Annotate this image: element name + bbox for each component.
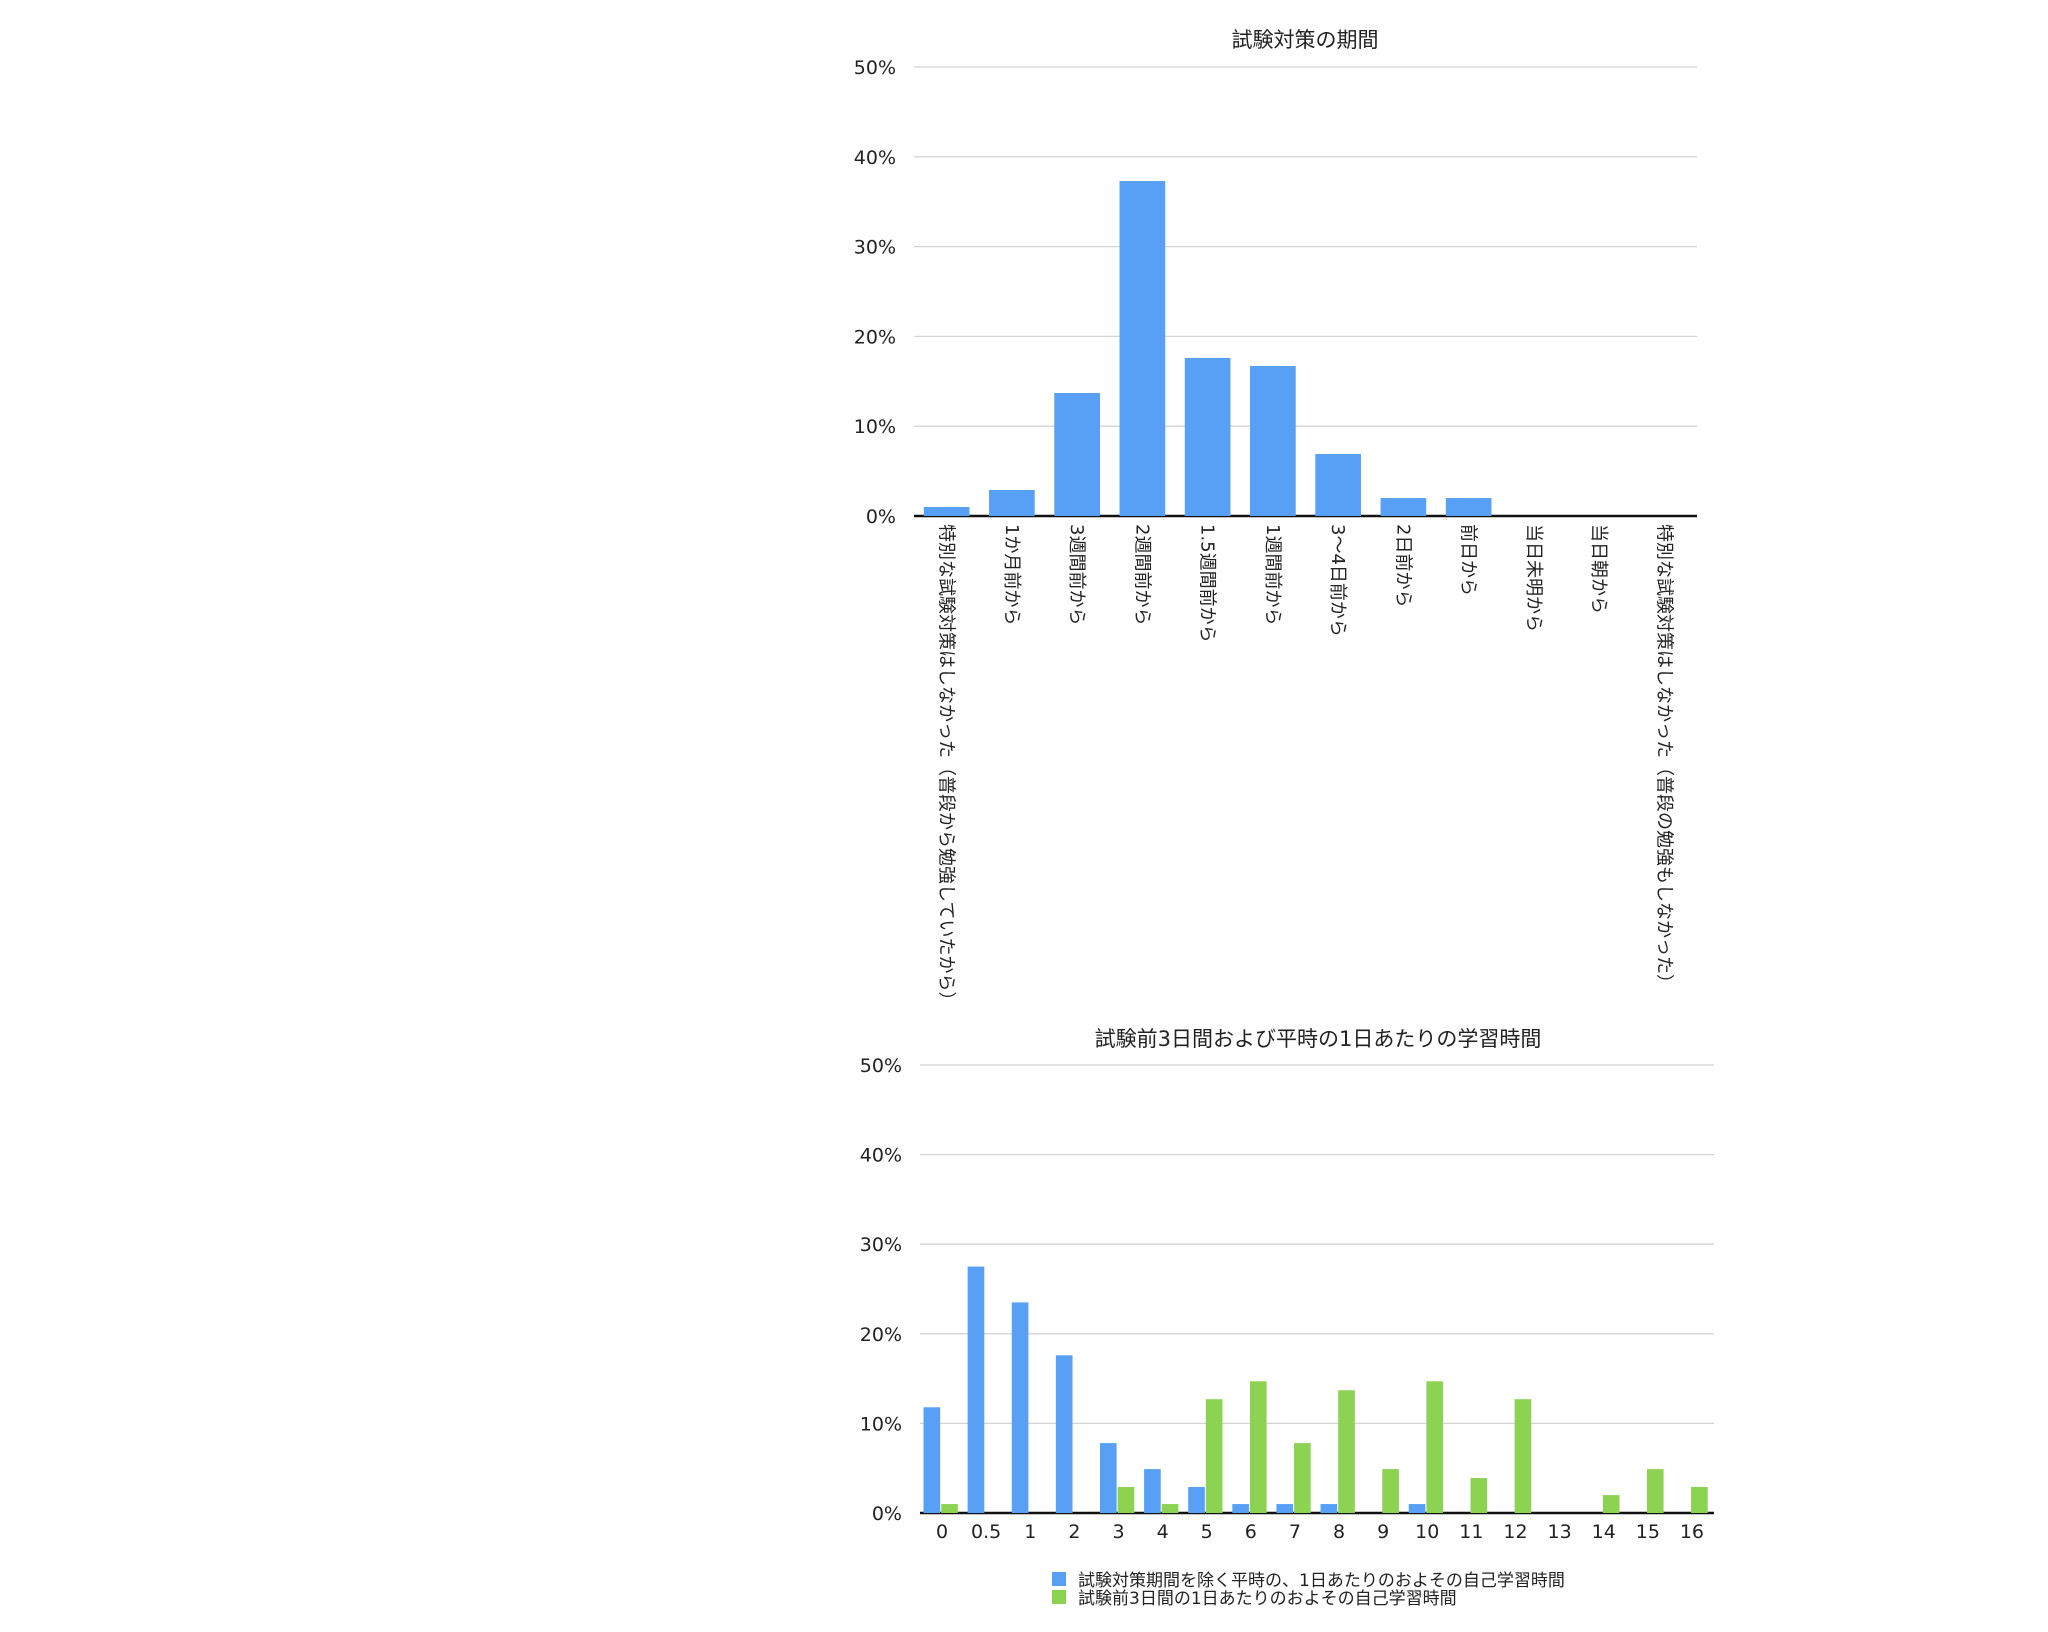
bar-weekday xyxy=(923,1407,941,1513)
x-tick-label: 2 xyxy=(1068,1521,1080,1543)
bar-pre-exam xyxy=(1205,1399,1223,1513)
x-tick-label: 15 xyxy=(1636,1521,1660,1543)
y-tick-label: 10% xyxy=(860,1413,902,1435)
y-tick-label: 50% xyxy=(860,1055,902,1077)
legend-swatch-weekday xyxy=(1052,1572,1066,1586)
x-category-label: 当日未明から xyxy=(1523,524,1544,632)
x-category-label: 2週間前から xyxy=(1131,524,1152,625)
bar-pre-exam xyxy=(1602,1495,1620,1513)
bar-weekday xyxy=(1011,1302,1029,1513)
bar xyxy=(1250,366,1296,516)
y-tick-label: 20% xyxy=(860,1324,902,1346)
y-tick-label: 30% xyxy=(854,237,896,259)
chart-title: 試験対策の期間 xyxy=(1232,28,1379,52)
bar xyxy=(1054,392,1100,516)
x-tick-label: 6 xyxy=(1245,1521,1257,1543)
x-tick-label: 1 xyxy=(1024,1521,1036,1543)
bar-weekday xyxy=(1144,1469,1161,1513)
bar-weekday xyxy=(1276,1504,1294,1513)
bar-weekday xyxy=(1099,1443,1117,1513)
x-tick-label: 4 xyxy=(1157,1521,1169,1543)
bar xyxy=(1380,498,1427,516)
x-category-label: 特別な試験対策はしなかった（普段の勉強もしなかった） xyxy=(1653,524,1674,992)
y-tick-label: 0% xyxy=(872,1503,902,1525)
y-tick-label: 0% xyxy=(866,506,896,528)
x-category-label: 2日前から xyxy=(1392,524,1413,607)
x-tick-label: 13 xyxy=(1548,1521,1572,1543)
y-tick-label: 50% xyxy=(854,57,896,79)
bar xyxy=(989,489,1035,516)
bar-pre-exam xyxy=(1470,1478,1488,1513)
legend-label-pre-exam: 試験前3日間の1日あたりのおよその自己学習時間 xyxy=(1078,1589,1457,1609)
bar-pre-exam xyxy=(1382,1469,1399,1513)
x-tick-label: 7 xyxy=(1289,1521,1301,1543)
chart-exam-prep-period: 試験対策の期間 0% 10% 20% 30% 40% 50% 特別な試験対策はしなかった（… xyxy=(854,28,1697,1009)
bar-weekday xyxy=(1408,1504,1426,1513)
legend-label-weekday: 試験対策期間を除く平時の、1日あたりのおよその自己学習時間 xyxy=(1078,1571,1565,1591)
legend-swatch-pre-exam xyxy=(1052,1590,1066,1604)
bar-pre-exam xyxy=(1514,1399,1532,1513)
x-tick-label: 12 xyxy=(1503,1521,1527,1543)
x-tick-label: 11 xyxy=(1459,1521,1483,1543)
y-tick-label: 40% xyxy=(854,147,896,169)
x-category-label: 1.5週間前から xyxy=(1197,524,1218,643)
x-category-label: 3週間前から xyxy=(1066,524,1087,625)
x-category-label: 特別な試験対策はしなかった（普段から勉強していたから） xyxy=(936,524,957,1009)
bar xyxy=(1184,357,1231,516)
x-category-label: 1か月前から xyxy=(1001,524,1022,625)
x-tick-label: 0.5 xyxy=(971,1521,1001,1543)
y-tick-label: 10% xyxy=(854,416,896,438)
x-tick-label: 5 xyxy=(1201,1521,1213,1543)
bar-pre-exam xyxy=(1691,1487,1708,1513)
x-category-label: 当日朝から xyxy=(1588,524,1609,614)
bar xyxy=(1315,454,1361,516)
bar xyxy=(1445,498,1492,516)
x-category-label: 1週間前から xyxy=(1262,524,1283,625)
bar xyxy=(923,507,970,516)
bar-pre-exam xyxy=(1161,1504,1179,1513)
chart-title: 試験前3日間および平時の1日あたりの学習時間 xyxy=(1095,1027,1542,1051)
bar-weekday xyxy=(967,1266,985,1513)
x-category-label: 前日から xyxy=(1458,524,1479,596)
x-tick-label: 8 xyxy=(1333,1521,1345,1543)
y-tick-label: 20% xyxy=(854,326,896,348)
y-tick-label: 30% xyxy=(860,1234,902,1256)
x-tick-label: 10 xyxy=(1415,1521,1439,1543)
bar-pre-exam xyxy=(1117,1487,1135,1513)
x-tick-label: 0 xyxy=(936,1521,948,1543)
legend: 試験対策期間を除く平時の、1日あたりのおよその自己学習時間 試験前3日間の1日あ… xyxy=(1052,1571,1565,1609)
bar-pre-exam xyxy=(941,1504,958,1513)
bar-weekday xyxy=(1232,1504,1249,1513)
bar-pre-exam xyxy=(1249,1381,1267,1513)
bar-pre-exam xyxy=(1646,1469,1664,1513)
x-tick-label: 16 xyxy=(1680,1521,1704,1543)
bar-weekday xyxy=(1188,1487,1205,1513)
chart-study-hours: 試験前3日間および平時の1日あたりの学習時間 0% 10% 20% 30% 40% 50%… xyxy=(860,1027,1714,1609)
y-tick-label: 40% xyxy=(860,1145,902,1167)
x-tick-label: 3 xyxy=(1112,1521,1124,1543)
x-category-label: 3〜4日前から xyxy=(1327,524,1348,637)
bar-pre-exam xyxy=(1294,1443,1311,1513)
bar-pre-exam xyxy=(1338,1390,1355,1513)
bar-weekday xyxy=(1055,1355,1073,1513)
bar-pre-exam xyxy=(1426,1381,1444,1513)
bar xyxy=(1119,181,1166,516)
x-tick-label: 9 xyxy=(1377,1521,1389,1543)
bar-weekday xyxy=(1320,1504,1338,1513)
x-tick-label: 14 xyxy=(1592,1521,1616,1543)
